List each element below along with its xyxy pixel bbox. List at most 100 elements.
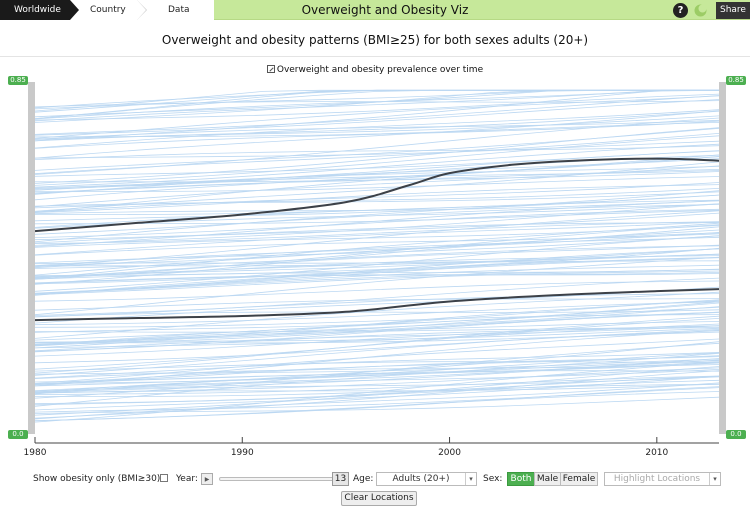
background-series-line[interactable] bbox=[34, 203, 720, 229]
background-series-line[interactable] bbox=[34, 383, 720, 398]
play-button[interactable]: ▶ bbox=[201, 473, 213, 485]
background-series-line[interactable] bbox=[34, 208, 720, 238]
right-range-bar[interactable] bbox=[719, 82, 726, 434]
background-series-line[interactable] bbox=[34, 359, 720, 392]
background-series-line[interactable] bbox=[34, 312, 720, 353]
background-series-line[interactable] bbox=[34, 255, 720, 279]
background-series-line[interactable] bbox=[34, 127, 720, 184]
background-series-line[interactable] bbox=[34, 93, 720, 121]
background-series-line[interactable] bbox=[34, 269, 720, 295]
background-series-line[interactable] bbox=[34, 298, 720, 311]
background-series-line[interactable] bbox=[34, 256, 720, 316]
background-series-line[interactable] bbox=[34, 321, 720, 333]
background-series-line[interactable] bbox=[34, 191, 720, 207]
help-icon[interactable]: ? bbox=[673, 3, 688, 18]
background-series-line[interactable] bbox=[34, 200, 720, 247]
background-series-line[interactable] bbox=[34, 150, 720, 189]
background-series-line[interactable] bbox=[34, 382, 720, 420]
background-series-line[interactable] bbox=[34, 109, 720, 149]
background-series-line[interactable] bbox=[34, 120, 720, 149]
background-series-line[interactable] bbox=[34, 247, 720, 296]
background-series-line[interactable] bbox=[34, 272, 720, 284]
sex-option-female[interactable]: Female bbox=[560, 472, 598, 486]
background-series-line[interactable] bbox=[34, 244, 720, 279]
background-series-line[interactable] bbox=[34, 325, 720, 345]
background-series-line[interactable] bbox=[34, 100, 720, 108]
background-series-line[interactable] bbox=[34, 309, 720, 317]
background-series-line[interactable] bbox=[34, 270, 720, 296]
obesity-only-checkbox[interactable] bbox=[160, 474, 168, 482]
background-series-line[interactable] bbox=[34, 314, 720, 328]
background-series-line[interactable] bbox=[34, 235, 720, 292]
tab-country[interactable]: Country bbox=[70, 0, 147, 20]
background-series-line[interactable] bbox=[34, 358, 720, 391]
background-series-line[interactable] bbox=[34, 95, 720, 135]
background-series-line[interactable] bbox=[34, 95, 720, 139]
background-series-line[interactable] bbox=[34, 221, 720, 256]
background-series-line[interactable] bbox=[34, 222, 720, 241]
background-series-line[interactable] bbox=[34, 171, 720, 194]
background-series-line[interactable] bbox=[34, 156, 720, 201]
background-series-line[interactable] bbox=[34, 376, 720, 393]
background-series-line[interactable] bbox=[34, 366, 720, 416]
clear-locations-button[interactable]: Clear Locations bbox=[341, 491, 417, 506]
background-series-line[interactable] bbox=[34, 182, 720, 213]
background-series-line[interactable] bbox=[34, 375, 720, 395]
background-series-line[interactable] bbox=[34, 89, 719, 122]
background-series-line[interactable] bbox=[34, 331, 720, 344]
background-series-line[interactable] bbox=[34, 99, 720, 136]
left-range-bar[interactable] bbox=[28, 82, 35, 434]
age-select[interactable]: Adults (20+) ▾ bbox=[376, 472, 477, 486]
leaf-icon[interactable] bbox=[694, 4, 707, 17]
background-series-line[interactable] bbox=[34, 264, 720, 294]
background-series-line[interactable] bbox=[34, 318, 720, 370]
year-slider[interactable] bbox=[219, 477, 339, 481]
background-series-line[interactable] bbox=[34, 140, 720, 159]
background-series-line[interactable] bbox=[34, 323, 720, 349]
background-series-line[interactable] bbox=[34, 253, 720, 285]
background-series-line[interactable] bbox=[34, 277, 720, 318]
background-series-line[interactable] bbox=[34, 135, 720, 186]
background-series-line[interactable] bbox=[34, 358, 720, 375]
background-series-line[interactable] bbox=[34, 154, 720, 194]
background-series-line[interactable] bbox=[34, 221, 720, 244]
background-series-line[interactable] bbox=[34, 257, 720, 277]
background-series-line[interactable] bbox=[34, 188, 720, 209]
background-series-line[interactable] bbox=[34, 133, 720, 175]
background-series-line[interactable] bbox=[34, 361, 720, 393]
background-series-line[interactable] bbox=[34, 370, 720, 383]
background-series-line[interactable] bbox=[34, 338, 720, 384]
sex-option-both[interactable]: Both bbox=[507, 472, 535, 486]
background-series-line[interactable] bbox=[34, 300, 720, 349]
background-series-line[interactable] bbox=[34, 235, 720, 264]
background-series-line[interactable] bbox=[34, 329, 720, 387]
background-series-line[interactable] bbox=[34, 190, 720, 243]
background-series-line[interactable] bbox=[34, 361, 720, 372]
background-series-line[interactable] bbox=[34, 194, 720, 222]
highlight-series-line-1[interactable] bbox=[34, 157, 720, 233]
background-series-line[interactable] bbox=[34, 293, 720, 316]
background-series-line[interactable] bbox=[34, 352, 720, 379]
background-series-line[interactable] bbox=[34, 396, 720, 414]
highlight-series-line-2[interactable] bbox=[34, 288, 720, 322]
background-series-line[interactable] bbox=[34, 212, 720, 244]
background-series-line[interactable] bbox=[34, 222, 720, 280]
tab-data[interactable]: Data bbox=[137, 0, 214, 20]
background-series-line[interactable] bbox=[34, 291, 720, 339]
background-series-line[interactable] bbox=[34, 232, 720, 267]
background-series-line[interactable] bbox=[34, 110, 720, 159]
year-slider-handle[interactable]: 13 bbox=[332, 472, 349, 486]
background-series-line[interactable] bbox=[34, 176, 720, 193]
background-series-line[interactable] bbox=[34, 210, 720, 268]
tab-worldwide[interactable]: Worldwide bbox=[0, 0, 79, 20]
background-series-line[interactable] bbox=[34, 145, 720, 160]
background-series-line[interactable] bbox=[34, 236, 720, 269]
highlight-locations-select[interactable]: Highlight Locations ▾ bbox=[604, 472, 721, 486]
background-series-line[interactable] bbox=[34, 89, 719, 119]
background-series-line[interactable] bbox=[34, 360, 720, 385]
background-series-line[interactable] bbox=[34, 286, 720, 324]
sex-option-male[interactable]: Male bbox=[534, 472, 561, 486]
background-series-line[interactable] bbox=[34, 325, 720, 352]
background-series-line[interactable] bbox=[34, 356, 720, 386]
background-series-line[interactable] bbox=[34, 280, 720, 302]
